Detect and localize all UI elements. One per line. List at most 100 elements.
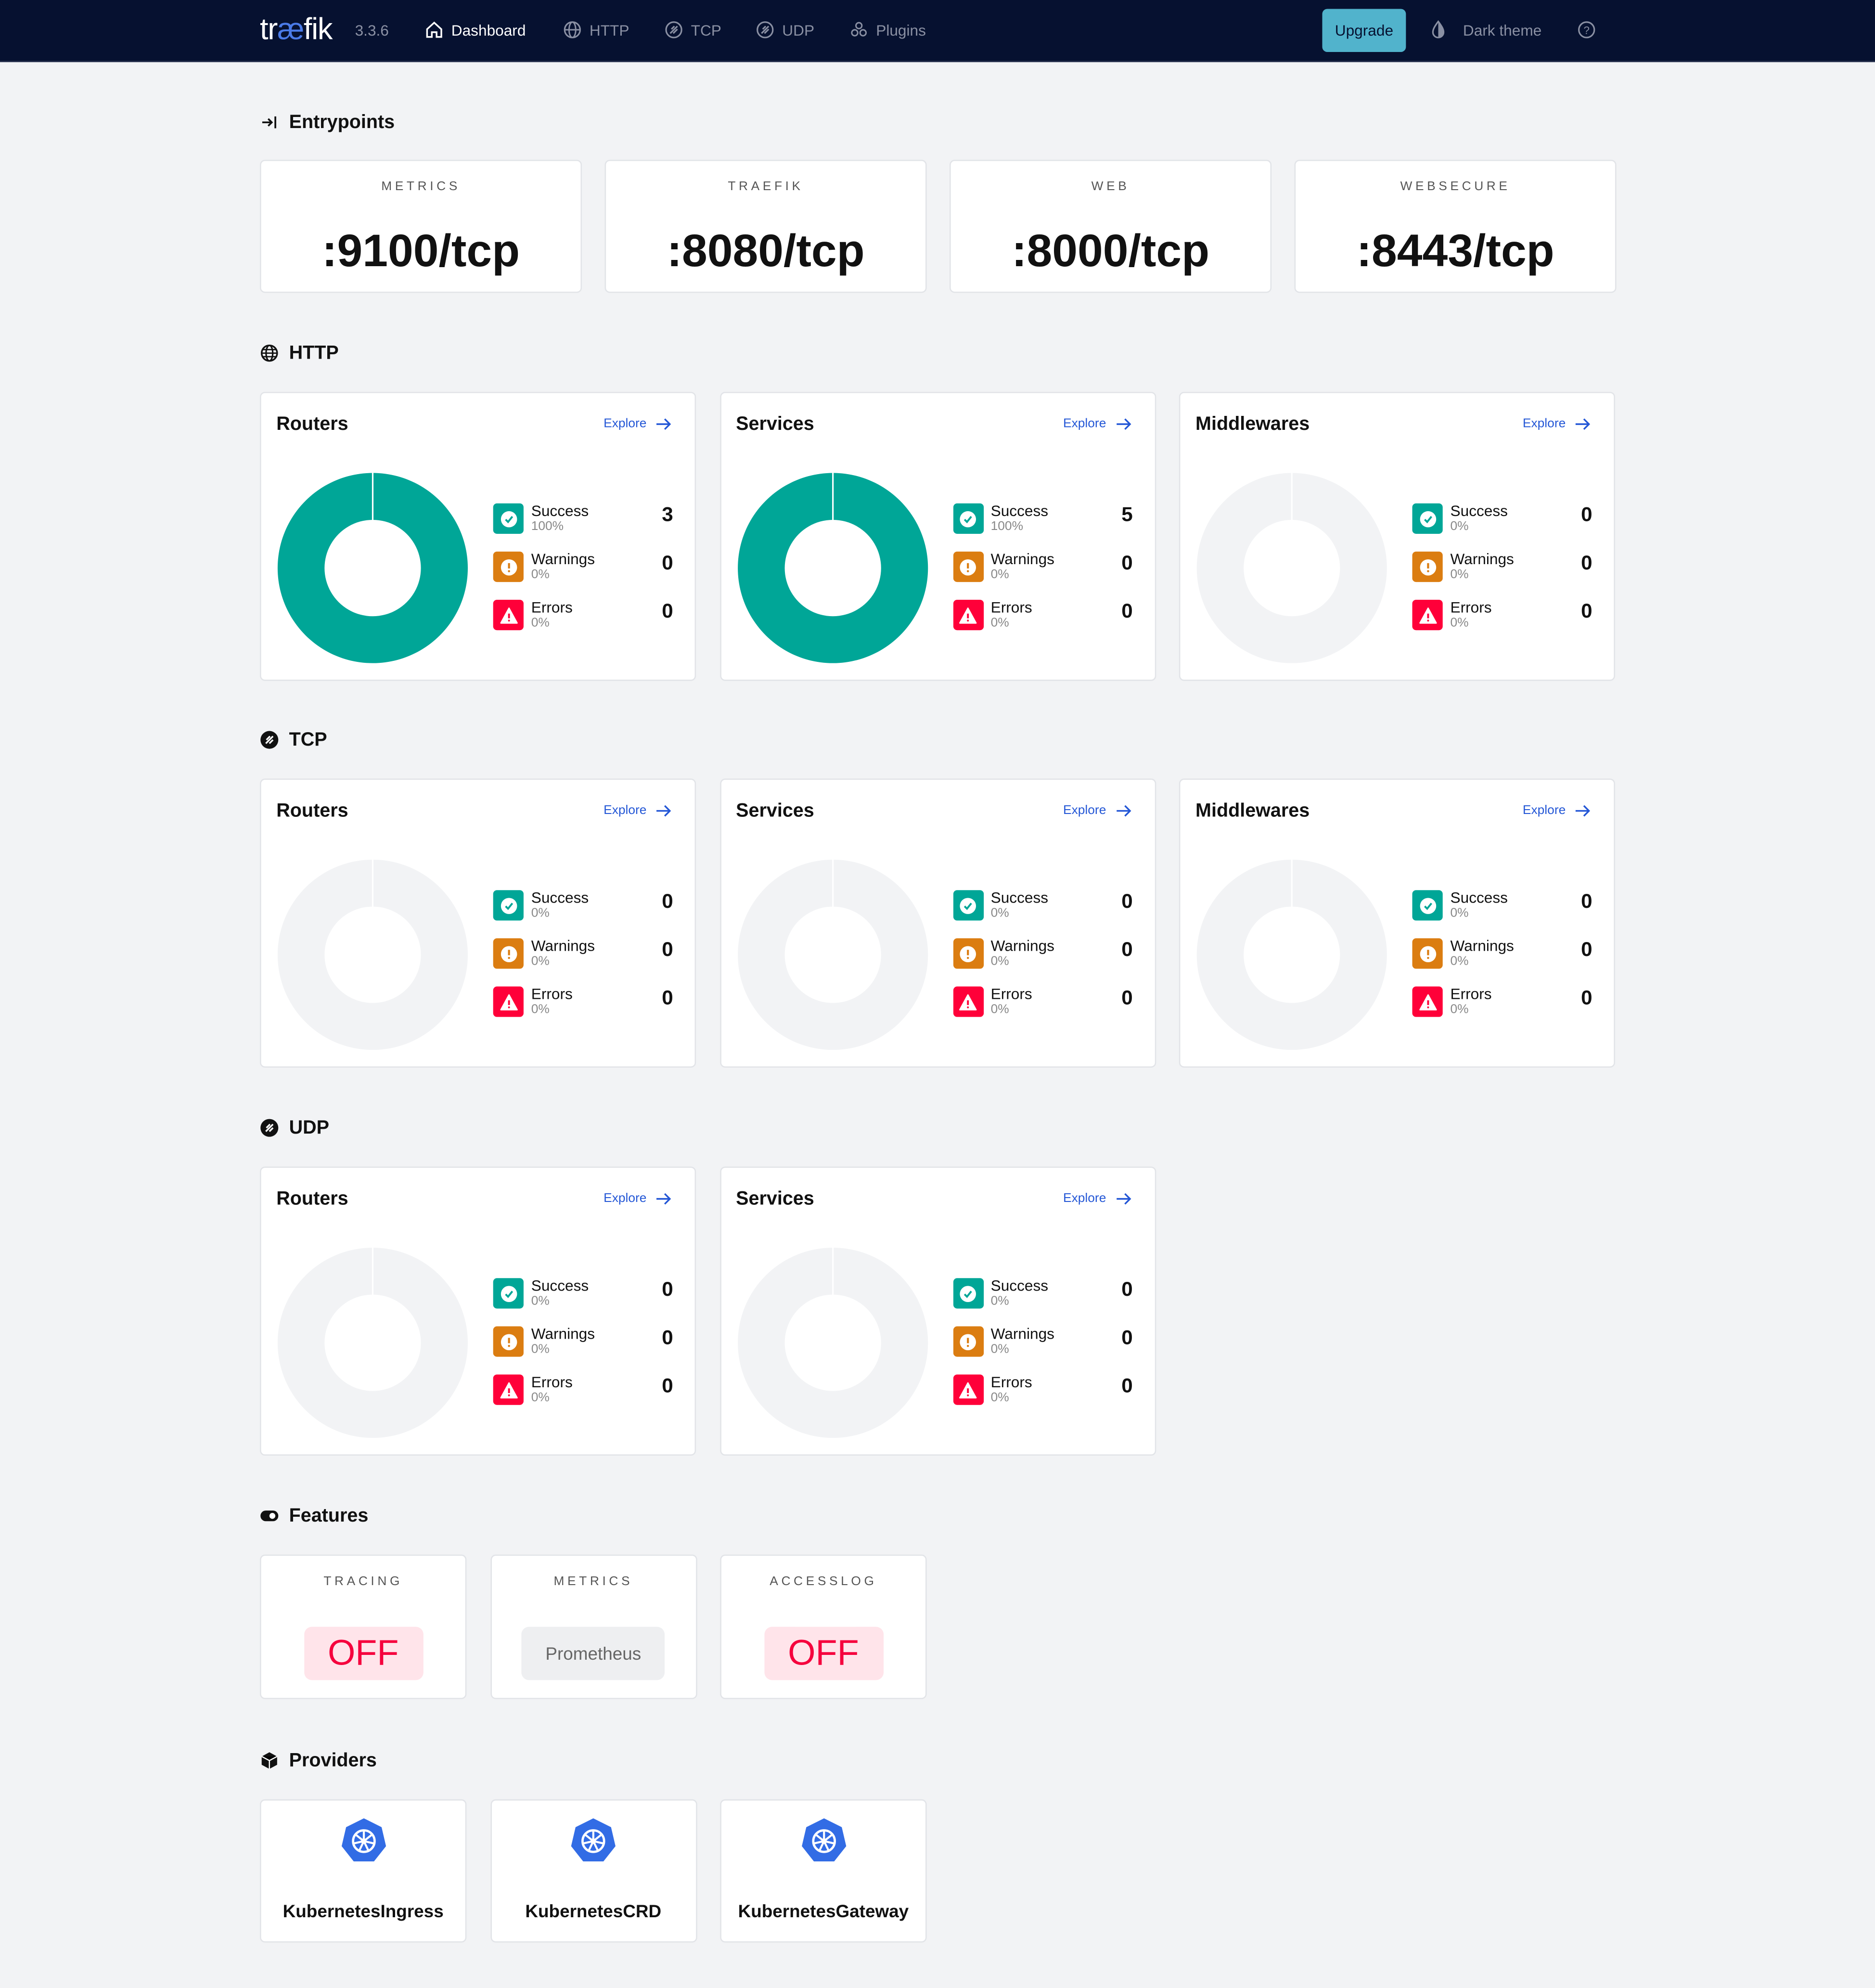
legend-success: Success 0% 0 (952, 889, 1133, 923)
status-donut-chart (737, 858, 927, 1050)
feature-value-badge: OFF (764, 1627, 883, 1680)
globe-icon (564, 21, 581, 39)
nav-dashboard[interactable]: Dashboard (424, 20, 526, 39)
legend-count: 0 (1121, 1376, 1133, 1397)
dark-theme-toggle[interactable]: Dark theme (1429, 20, 1542, 39)
tcp-routers-card: Routers Explore Success 0% 0 Warnings 0% 0 Err… (260, 778, 696, 1068)
legend-percent: 0% (531, 1343, 550, 1357)
legend-count: 0 (662, 1376, 673, 1397)
status-donut-chart (1196, 471, 1387, 663)
legend-success: Success 0% 0 (493, 1277, 673, 1311)
entrypoint-card: WEBSECURE:8443/tcp (1294, 159, 1617, 293)
arrow-right-icon (656, 1193, 671, 1205)
explore-link[interactable]: Explore (1063, 802, 1131, 819)
legend-count: 3 (662, 504, 673, 527)
feature-value-badge: OFF (303, 1627, 423, 1680)
donut-slice-success[interactable] (737, 473, 927, 663)
tcp-icon (665, 21, 682, 39)
kubernetes-icon (801, 1818, 846, 1862)
check-circle-icon (493, 503, 524, 534)
legend-label: Success (1450, 502, 1508, 520)
explore-link[interactable]: Explore (1523, 416, 1591, 432)
provider-card[interactable]: KubernetesIngress (260, 1799, 467, 1943)
provider-card[interactable]: KubernetesCRD (490, 1799, 697, 1943)
upgrade-button[interactable]: Upgrade (1322, 9, 1406, 52)
entrypoint-address: :8443/tcp (1356, 224, 1554, 277)
legend-count: 0 (662, 1328, 673, 1349)
http-routers-card: Routers Explore Success 100% 3 Warnings 0% 0 E… (260, 391, 696, 681)
provider-card[interactable]: KubernetesGateway (720, 1799, 927, 1943)
legend-errors: Errors 0% 0 (952, 598, 1133, 633)
explore-label: Explore (604, 1192, 647, 1206)
legend-count: 0 (1121, 891, 1133, 913)
legend-label: Errors (990, 1373, 1032, 1391)
help-button[interactable]: ? (1577, 20, 1596, 39)
legend-percent: 0% (990, 1391, 1009, 1405)
legend-label: Success (531, 889, 589, 907)
feature-name: METRICS (553, 1575, 633, 1589)
nav-label: Plugins (876, 21, 926, 39)
tcp-icon (260, 731, 279, 749)
legend-count: 5 (1121, 504, 1133, 527)
entrypoint-address: :8000/tcp (1011, 224, 1210, 277)
legend-warnings: Warnings 0% 0 (1412, 550, 1592, 584)
warning-triangle-icon (1412, 599, 1443, 631)
status-donut-chart (277, 1246, 468, 1438)
legend-label: Errors (990, 598, 1032, 617)
card-title: Routers (276, 413, 348, 435)
dark-theme-label: Dark theme (1463, 21, 1542, 39)
nav-label: TCP (691, 21, 721, 39)
legend-count: 0 (1581, 988, 1592, 1009)
legend-warnings: Warnings 0% 0 (952, 550, 1133, 584)
status-donut-chart (737, 1246, 927, 1438)
version-label: 3.3.6 (355, 21, 389, 39)
section-title: Entrypoints (289, 111, 395, 133)
legend-count: 0 (1121, 1279, 1133, 1301)
explore-label: Explore (1522, 417, 1566, 431)
legend-label: Warnings (531, 1325, 595, 1343)
explore-link[interactable]: Explore (1063, 1191, 1131, 1207)
exclamation-circle-icon (493, 551, 524, 582)
legend-success: Success 0% 0 (1412, 502, 1592, 536)
arrow-right-icon (1116, 418, 1131, 430)
legend-warnings: Warnings 0% 0 (1412, 937, 1592, 971)
legend-percent: 0% (990, 1003, 1009, 1017)
nav-http[interactable]: HTTP (563, 20, 629, 39)
udp-services-card: Services Explore Success 0% 0 Warnings 0% 0 Er… (719, 1166, 1156, 1456)
legend-warnings: Warnings 0% 0 (493, 937, 673, 971)
entrypoint-name: WEB (1091, 180, 1130, 194)
kubernetes-icon (571, 1818, 616, 1862)
nav-udp[interactable]: UDP (756, 20, 814, 39)
donut-slice-success[interactable] (277, 473, 468, 663)
kubernetes-icon (341, 1818, 385, 1862)
udp-icon (757, 21, 774, 39)
traefik-logo[interactable]: træfik (260, 13, 333, 47)
explore-link[interactable]: Explore (1523, 802, 1591, 819)
legend-label: Warnings (990, 937, 1054, 955)
legend-percent: 0% (531, 1391, 550, 1405)
explore-label: Explore (604, 804, 647, 818)
legend-errors: Errors 0% 0 (1412, 985, 1592, 1019)
legend-label: Errors (531, 1373, 573, 1391)
explore-label: Explore (1522, 804, 1566, 818)
legend-count: 0 (1581, 891, 1592, 913)
nav-tcp[interactable]: TCP (664, 20, 721, 39)
legend-label: Success (990, 502, 1049, 520)
arrow-right-icon (1116, 1193, 1131, 1205)
explore-link[interactable]: Explore (604, 416, 672, 432)
explore-link[interactable]: Explore (604, 1191, 672, 1207)
http-middlewares-card: Middlewares Explore Success 0% 0 Warnings 0%… (1179, 391, 1615, 681)
explore-label: Explore (1063, 417, 1106, 431)
nav-plugins[interactable]: Plugins (849, 20, 926, 39)
provider-name: KubernetesIngress (283, 1900, 444, 1921)
entrypoint-name: TRAEFIK (728, 180, 804, 194)
explore-label: Explore (1063, 1192, 1106, 1206)
explore-link[interactable]: Explore (604, 802, 672, 819)
entrypoint-address: :9100/tcp (321, 224, 520, 277)
legend-count: 0 (1121, 939, 1133, 961)
explore-link[interactable]: Explore (1063, 416, 1131, 432)
warning-triangle-icon (952, 1374, 983, 1405)
legend-percent: 0% (531, 568, 550, 582)
card-title: Services (736, 413, 814, 435)
udp-routers-card: Routers Explore Success 0% 0 Warnings 0% 0 Err… (260, 1166, 696, 1456)
